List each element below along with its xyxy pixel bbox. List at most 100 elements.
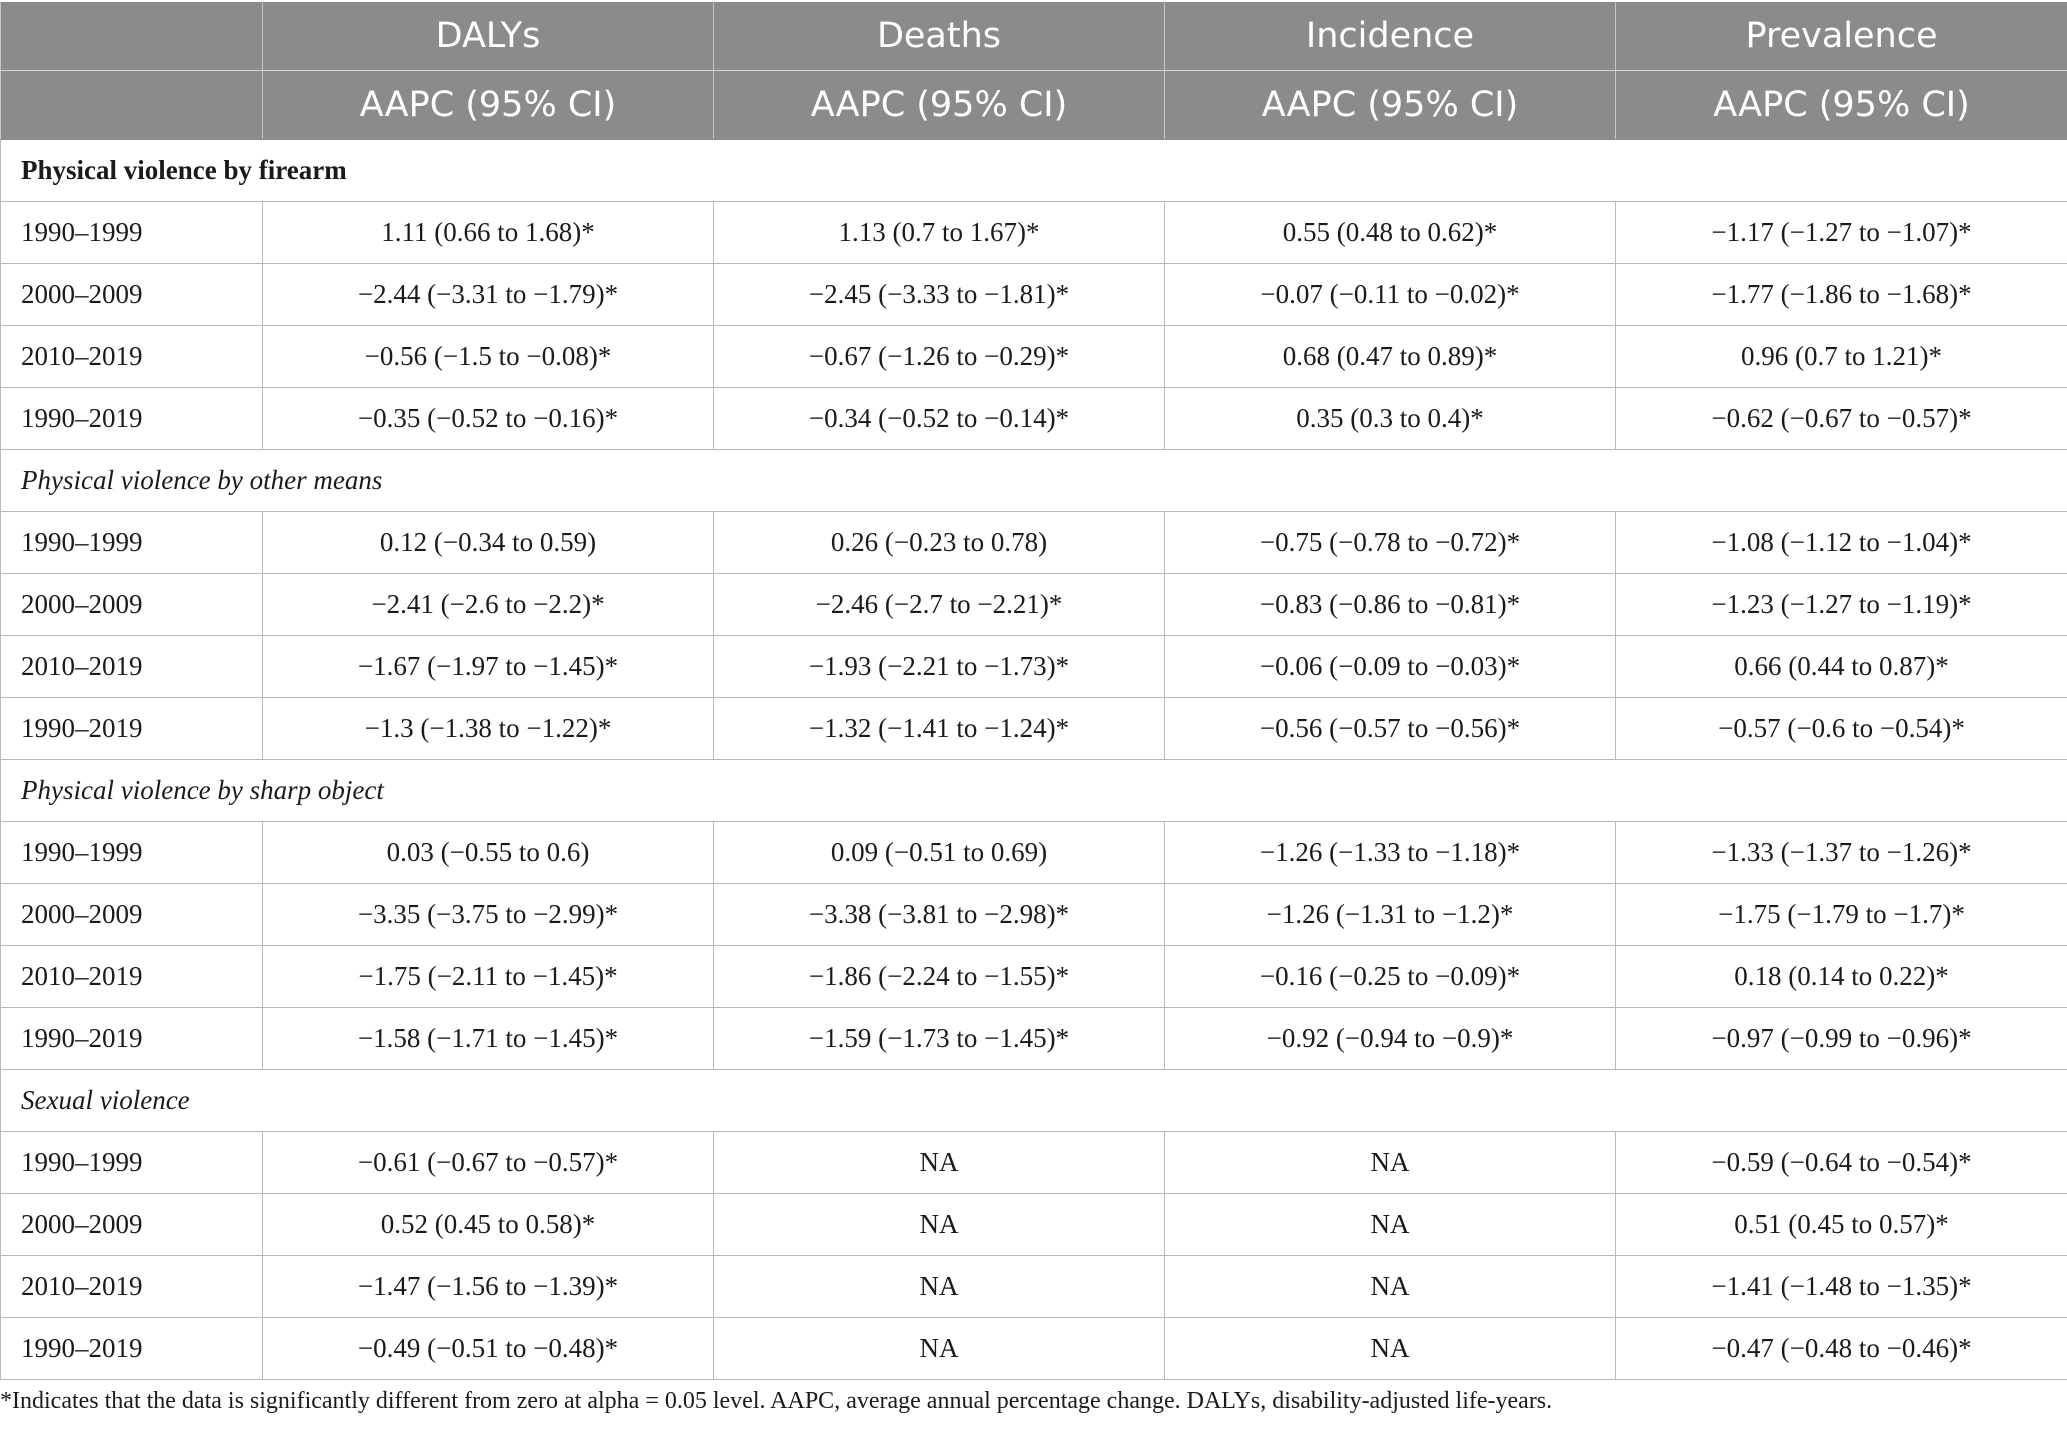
section-title: Physical violence by sharp object [0,759,2067,822]
subheader-dalys: AAPC (95% CI) [262,70,714,140]
header-deaths: Deaths [713,0,1165,71]
period-cell: 1990–1999 [0,1131,263,1194]
dalys-cell: −1.75 (−2.11 to −1.45)* [262,945,714,1008]
deaths-cell: −0.67 (−1.26 to −0.29)* [713,325,1165,388]
period-cell: 1990–2019 [0,1317,263,1380]
dalys-cell: 1.11 (0.66 to 1.68)* [262,201,714,264]
prevalence-cell: −0.97 (−0.99 to −0.96)* [1615,1007,2067,1070]
period-cell: 1990–2019 [0,387,263,450]
period-cell: 1990–1999 [0,511,263,574]
subheader-corner [0,70,263,140]
dalys-cell: 0.03 (−0.55 to 0.6) [262,821,714,884]
subheader-incidence: AAPC (95% CI) [1164,70,1616,140]
dalys-cell: −0.35 (−0.52 to −0.16)* [262,387,714,450]
period-cell: 2010–2019 [0,1255,263,1318]
deaths-cell: NA [713,1317,1165,1380]
incidence-cell: −1.26 (−1.31 to −1.2)* [1164,883,1616,946]
period-cell: 2000–2009 [0,1193,263,1256]
header-prevalence: Prevalence [1615,0,2067,71]
prevalence-cell: 0.51 (0.45 to 0.57)* [1615,1193,2067,1256]
incidence-cell: −0.06 (−0.09 to −0.03)* [1164,635,1616,698]
header-incidence: Incidence [1164,0,1616,71]
incidence-cell: NA [1164,1255,1616,1318]
incidence-cell: 0.35 (0.3 to 0.4)* [1164,387,1616,450]
period-cell: 1990–1999 [0,821,263,884]
incidence-cell: −0.56 (−0.57 to −0.56)* [1164,697,1616,760]
dalys-cell: −2.44 (−3.31 to −1.79)* [262,263,714,326]
period-cell: 2000–2009 [0,573,263,636]
table-container: DALYs Deaths Incidence Prevalence AAPC (… [0,0,2067,1380]
period-cell: 1990–2019 [0,697,263,760]
prevalence-cell: −0.59 (−0.64 to −0.54)* [1615,1131,2067,1194]
table-body: Physical violence by firearm 1990–1999 1… [0,139,2067,1380]
dalys-cell: −0.56 (−1.5 to −0.08)* [262,325,714,388]
period-cell: 2000–2009 [0,883,263,946]
prevalence-cell: −1.23 (−1.27 to −1.19)* [1615,573,2067,636]
prevalence-cell: 0.66 (0.44 to 0.87)* [1615,635,2067,698]
header-corner [0,0,263,71]
period-cell: 1990–2019 [0,1007,263,1070]
section-title: Sexual violence [0,1069,2067,1132]
prevalence-cell: −1.75 (−1.79 to −1.7)* [1615,883,2067,946]
dalys-cell: −0.49 (−0.51 to −0.48)* [262,1317,714,1380]
incidence-cell: −0.83 (−0.86 to −0.81)* [1164,573,1616,636]
section-title: Physical violence by firearm [0,139,2067,202]
incidence-cell: −0.92 (−0.94 to −0.9)* [1164,1007,1616,1070]
table-row: 1990–1999 0.03 (−0.55 to 0.6) 0.09 (−0.5… [0,821,2067,884]
deaths-cell: −0.34 (−0.52 to −0.14)* [713,387,1165,450]
dalys-cell: −1.3 (−1.38 to −1.22)* [262,697,714,760]
incidence-cell: NA [1164,1317,1616,1380]
deaths-cell: 0.26 (−0.23 to 0.78) [713,511,1165,574]
period-cell: 2010–2019 [0,945,263,1008]
table-row: 1990–2019 −1.3 (−1.38 to −1.22)* −1.32 (… [0,697,2067,760]
header-row: DALYs Deaths Incidence Prevalence [0,0,2067,71]
deaths-cell: 0.09 (−0.51 to 0.69) [713,821,1165,884]
incidence-cell: −0.07 (−0.11 to −0.02)* [1164,263,1616,326]
period-cell: 1990–1999 [0,201,263,264]
incidence-cell: 0.68 (0.47 to 0.89)* [1164,325,1616,388]
dalys-cell: −1.58 (−1.71 to −1.45)* [262,1007,714,1070]
table-row: 2010–2019 −0.56 (−1.5 to −0.08)* −0.67 (… [0,325,2067,388]
table-row: 2010–2019 −1.75 (−2.11 to −1.45)* −1.86 … [0,945,2067,1008]
section-row: Sexual violence [0,1069,2067,1132]
dalys-cell: −0.61 (−0.67 to −0.57)* [262,1131,714,1194]
deaths-cell: −2.46 (−2.7 to −2.21)* [713,573,1165,636]
incidence-cell: −1.26 (−1.33 to −1.18)* [1164,821,1616,884]
table-row: 2000–2009 0.52 (0.45 to 0.58)* NA NA 0.5… [0,1193,2067,1256]
period-cell: 2000–2009 [0,263,263,326]
dalys-cell: 0.52 (0.45 to 0.58)* [262,1193,714,1256]
section-row: Physical violence by other means [0,449,2067,512]
prevalence-cell: −1.17 (−1.27 to −1.07)* [1615,201,2067,264]
prevalence-cell: −0.57 (−0.6 to −0.54)* [1615,697,2067,760]
dalys-cell: 0.12 (−0.34 to 0.59) [262,511,714,574]
incidence-cell: NA [1164,1193,1616,1256]
prevalence-cell: −1.08 (−1.12 to −1.04)* [1615,511,2067,574]
incidence-cell: −0.75 (−0.78 to −0.72)* [1164,511,1616,574]
subheader-row: AAPC (95% CI) AAPC (95% CI) AAPC (95% CI… [0,70,2067,140]
deaths-cell: −1.86 (−2.24 to −1.55)* [713,945,1165,1008]
deaths-cell: −1.59 (−1.73 to −1.45)* [713,1007,1165,1070]
incidence-cell: −0.16 (−0.25 to −0.09)* [1164,945,1616,1008]
deaths-cell: NA [713,1131,1165,1194]
incidence-cell: NA [1164,1131,1616,1194]
prevalence-cell: −1.33 (−1.37 to −1.26)* [1615,821,2067,884]
deaths-cell: −2.45 (−3.33 to −1.81)* [713,263,1165,326]
period-cell: 2010–2019 [0,325,263,388]
subheader-deaths: AAPC (95% CI) [713,70,1165,140]
section-row: Physical violence by sharp object [0,759,2067,822]
table-row: 2000–2009 −3.35 (−3.75 to −2.99)* −3.38 … [0,883,2067,946]
table-row: 2000–2009 −2.41 (−2.6 to −2.2)* −2.46 (−… [0,573,2067,636]
deaths-cell: −1.93 (−2.21 to −1.73)* [713,635,1165,698]
table-row: 1990–2019 −1.58 (−1.71 to −1.45)* −1.59 … [0,1007,2067,1070]
subheader-prevalence: AAPC (95% CI) [1615,70,2067,140]
deaths-cell: NA [713,1255,1165,1318]
prevalence-cell: −1.77 (−1.86 to −1.68)* [1615,263,2067,326]
table-row: 1990–2019 −0.35 (−0.52 to −0.16)* −0.34 … [0,387,2067,450]
table-row: 2010–2019 −1.67 (−1.97 to −1.45)* −1.93 … [0,635,2067,698]
prevalence-cell: 0.96 (0.7 to 1.21)* [1615,325,2067,388]
prevalence-cell: −0.62 (−0.67 to −0.57)* [1615,387,2067,450]
prevalence-cell: −0.47 (−0.48 to −0.46)* [1615,1317,2067,1380]
deaths-cell: NA [713,1193,1165,1256]
table-row: 2000–2009 −2.44 (−3.31 to −1.79)* −2.45 … [0,263,2067,326]
section-row: Physical violence by firearm [0,139,2067,202]
